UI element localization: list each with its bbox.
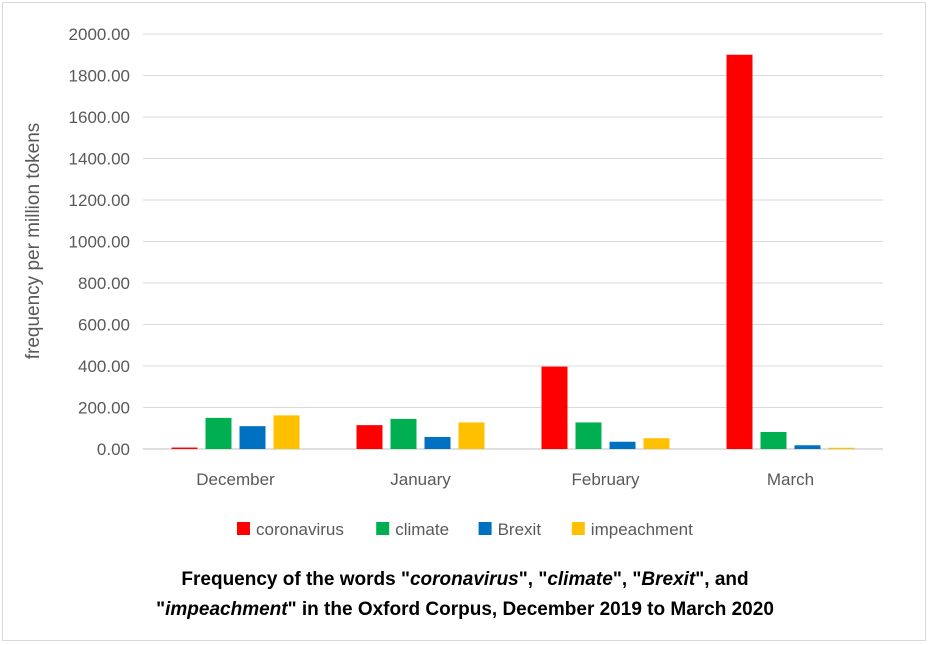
legend-swatch (478, 522, 492, 535)
y-tick-label: 800.00 (78, 274, 130, 293)
bar-impeachment-february (643, 438, 670, 449)
bar-impeachment-january (458, 422, 485, 449)
y-tick-label: 1800.00 (69, 67, 130, 86)
bar-climate-december (205, 417, 232, 449)
bar-coronavirus-february (541, 366, 568, 449)
caption-line-1: Frequency of the words "coronavirus", "c… (3, 565, 927, 595)
legend-item-coronavirus: coronavirus (237, 520, 344, 539)
y-axis-ticks: 0.00 200.00 400.00 600.00 800.00 1000.00 1200.… (69, 25, 130, 459)
caption-text: ", " (612, 569, 642, 590)
bar-climate-january (390, 418, 417, 449)
legend-label: Brexit (498, 520, 542, 539)
legend: coronavirus climate Brexit impeachment (237, 520, 693, 539)
legend-item-climate: climate (376, 520, 449, 539)
legend-label: climate (395, 520, 449, 539)
x-tick-label: February (571, 470, 640, 489)
caption-text: " (156, 599, 166, 620)
legend-item-impeachment: impeachment (571, 520, 693, 539)
y-tick-label: 1000.00 (69, 233, 130, 252)
y-tick-label: 1600.00 (69, 108, 130, 127)
x-tick-label: January (390, 470, 451, 489)
caption-text: ", " (518, 569, 548, 590)
legend-swatch (571, 522, 585, 535)
bar-impeachment-march (828, 447, 855, 449)
legend-swatch (376, 522, 390, 535)
bar-climate-march (760, 431, 787, 449)
legend-label: impeachment (591, 520, 693, 539)
y-tick-label: 400.00 (78, 357, 130, 376)
bar-Brexit-march (794, 445, 821, 449)
x-tick-label: March (767, 470, 814, 489)
chart-caption: Frequency of the words "coronavirus", "c… (3, 565, 927, 625)
gridlines (143, 33, 883, 450)
x-axis-ticks: December January February March (196, 470, 814, 489)
caption-line-2: "impeachment" in the Oxford Corpus, Dece… (3, 595, 927, 625)
y-tick-label: 200.00 (78, 399, 130, 418)
bar-Brexit-december (239, 426, 266, 449)
caption-word: coronavirus (409, 569, 519, 590)
y-tick-label: 1400.00 (69, 150, 130, 169)
caption-text: " in the Oxford Corpus, December 2019 to… (287, 599, 774, 620)
caption-word: impeachment (165, 599, 288, 620)
y-axis-label: frequency per million tokens (23, 123, 44, 360)
caption-text: ", and (695, 569, 749, 590)
bar-impeachment-december (273, 415, 300, 449)
legend-label: coronavirus (256, 520, 344, 539)
y-tick-label: 2000.00 (69, 25, 130, 44)
bars (171, 54, 855, 449)
x-tick-label: December (196, 470, 275, 489)
legend-swatch (237, 522, 250, 535)
legend-item-Brexit: Brexit (478, 520, 542, 539)
caption-text: Frequency of the words " (181, 569, 410, 590)
bar-climate-february (575, 422, 602, 449)
y-tick-label: 600.00 (78, 316, 130, 335)
y-tick-label: 1200.00 (69, 191, 130, 210)
bar-Brexit-january (424, 436, 451, 449)
caption-word: climate (547, 569, 613, 590)
bar-chart: 0.00 200.00 400.00 600.00 800.00 1000.00 1200.… (23, 25, 883, 539)
y-tick-label: 0.00 (97, 440, 130, 459)
bar-coronavirus-december (171, 447, 198, 449)
bar-coronavirus-march (726, 54, 753, 449)
caption-word: Brexit (641, 569, 696, 590)
bar-Brexit-february (609, 441, 636, 449)
bar-coronavirus-january (356, 425, 383, 449)
